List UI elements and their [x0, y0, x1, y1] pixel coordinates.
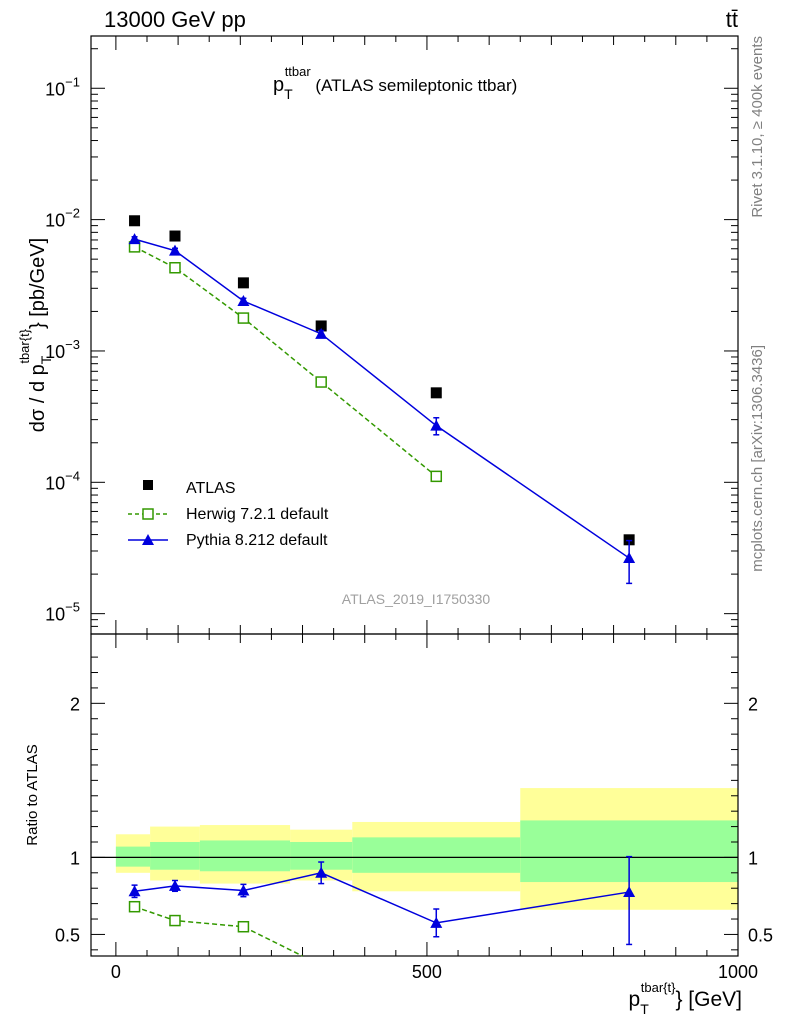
ratio-herwig-point — [128, 900, 141, 913]
rivet-version-label: Rivet 3.1.10, ≥ 400k events — [749, 36, 766, 218]
main-ytick-exp-0: −1 — [65, 74, 80, 89]
x-label-b: } [GeV] — [675, 988, 742, 1011]
main-ytick-base-2: 10 — [45, 342, 65, 362]
legend-pythia-label: Pythia 8.212 default — [186, 532, 328, 549]
x-label-sub: T — [640, 1001, 649, 1017]
main-ytick-exp-3: −4 — [65, 468, 80, 483]
mcplots-label: mcplots.cern.ch [arXiv:1306.3436] — [749, 345, 766, 572]
ratio-pythia-point — [168, 879, 181, 891]
main-pythia-point — [315, 327, 328, 339]
ratio-pythia-point — [237, 884, 250, 896]
main-pythia-point — [168, 244, 181, 256]
ratio-herwig-line — [134, 905, 303, 957]
band-inner-0 — [115, 846, 151, 867]
main-atlas-point — [430, 387, 442, 399]
plot-title-sub: T — [284, 86, 293, 102]
ratio-y-axis-label: Ratio to ATLAS — [24, 744, 41, 845]
main-atlas-point — [169, 230, 181, 242]
main-y-axis-label: dσ / d pTtbar{t}} [pb/GeV] — [17, 238, 54, 432]
ratio-ytick-label-left-0: 0.5 — [55, 925, 80, 945]
legend-herwig-marker — [142, 508, 154, 520]
ratio-pythia-point — [430, 916, 443, 928]
main-y-label-sub: T — [38, 355, 54, 364]
ratio-pythia-line — [134, 872, 630, 924]
x-label-a: p — [629, 988, 641, 1011]
band-inner-4 — [352, 837, 521, 873]
ratio-panel-series — [128, 855, 636, 957]
xtick-label-2: 1000 — [718, 962, 758, 982]
legend-pythia-marker — [142, 534, 154, 545]
main-panel-series — [128, 215, 636, 585]
main-herwig-point — [237, 312, 250, 324]
main-ytick-label-1: 10−2 — [45, 206, 80, 231]
energy-label: 13000 GeV pp — [104, 7, 246, 32]
main-pythia-point — [128, 233, 141, 245]
main-pythia-point — [237, 295, 250, 307]
ratio-ytick-label-left-1: 1 — [70, 848, 80, 868]
plot-title-rest: (ATLAS semileptonic ttbar) — [311, 76, 518, 95]
xtick-label-0: 0 — [111, 962, 121, 982]
main-herwig-point — [169, 262, 181, 274]
plot-title-sup: ttbar — [285, 64, 312, 79]
main-atlas-point — [237, 277, 249, 289]
main-atlas-point — [623, 534, 635, 546]
x-label-sup: tbar{t} — [641, 980, 676, 995]
ratio-pythia-point — [128, 885, 141, 897]
main-ytick-base-1: 10 — [45, 211, 65, 231]
ratio-ytick-label-right-2: 2 — [748, 694, 758, 714]
main-pythia-point — [430, 419, 443, 431]
band-inner-1 — [150, 841, 200, 870]
ratio-pythia-point — [315, 866, 328, 878]
main-atlas-point — [129, 215, 141, 227]
ratio-ytick-label-right-1: 1 — [748, 848, 758, 868]
ratio-panel-frame — [90, 633, 739, 957]
main-ytick-exp-1: −2 — [65, 206, 80, 221]
main-ytick-base-4: 10 — [45, 605, 65, 625]
legend-atlas-marker — [143, 480, 153, 490]
main-atlas-point — [315, 320, 327, 332]
main-axis-ticks: 10−110−210−310−410−5 — [45, 36, 739, 635]
main-ytick-label-2: 10−3 — [45, 337, 80, 362]
main-ytick-label-4: 10−5 — [45, 600, 80, 625]
main-ytick-exp-2: −3 — [65, 337, 80, 352]
ratio-ytick-label-right-0: 0.5 — [748, 925, 773, 945]
ratio-herwig-point — [169, 914, 181, 927]
main-herwig-point — [315, 376, 327, 388]
ratio-axis-ticks: 0.5 0.5 1 1 2 2 0 500 1000 — [55, 634, 773, 982]
main-y-label-b: } [pb/GeV] — [27, 238, 49, 329]
ratio-herwig-point — [237, 920, 250, 933]
ratio-pythia-point — [623, 886, 636, 898]
legend: ATLAS Herwig 7.2.1 default Pythia 8.212 … — [128, 480, 329, 549]
main-ytick-exp-4: −5 — [65, 600, 80, 615]
ratio-uncertainty-bands — [115, 788, 738, 910]
main-y-label-a: dσ / d p — [27, 364, 49, 432]
process-label: tt̄ — [726, 7, 738, 32]
band-inner-2 — [199, 840, 291, 872]
main-pythia-line — [134, 238, 630, 559]
plot-title: pTttbar (ATLAS semileptonic ttbar) — [273, 64, 517, 102]
main-pythia-point — [623, 552, 636, 564]
ratio-ytick-label-left-2: 2 — [70, 694, 80, 714]
analysis-watermark: ATLAS_2019_I1750330 — [342, 591, 491, 607]
legend-atlas-label: ATLAS — [186, 480, 236, 497]
xtick-label-1: 500 — [412, 962, 442, 982]
x-axis-label: pTtbar{t}} [GeV] — [629, 980, 743, 1017]
main-ytick-label-3: 10−4 — [45, 468, 80, 493]
plot-title-main: p — [273, 74, 284, 96]
main-ytick-base-3: 10 — [45, 473, 65, 493]
main-herwig-point — [430, 470, 443, 483]
main-y-label-sup: tbar{t} — [17, 328, 32, 363]
main-ytick-base-0: 10 — [45, 79, 65, 99]
main-herwig-line — [134, 246, 437, 477]
legend-herwig-label: Herwig 7.2.1 default — [186, 506, 329, 523]
main-ytick-label-0: 10−1 — [45, 74, 80, 99]
